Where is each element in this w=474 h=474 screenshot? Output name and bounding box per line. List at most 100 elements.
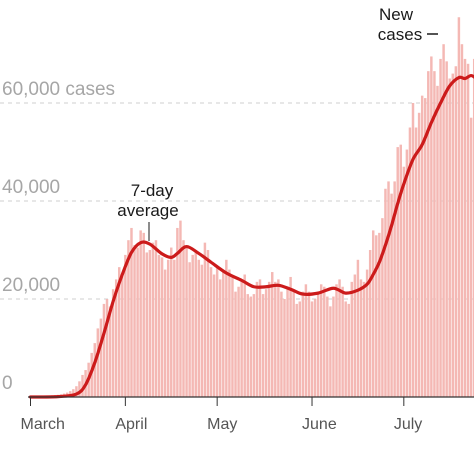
daily-case-bar xyxy=(114,279,118,397)
daily-case-bar xyxy=(136,247,139,397)
daily-case-bar xyxy=(151,242,155,397)
daily-case-bar xyxy=(313,299,317,397)
daily-case-bar xyxy=(185,247,188,397)
daily-case-bar xyxy=(411,103,415,397)
daily-case-bar xyxy=(427,71,430,398)
daily-case-bar xyxy=(283,299,286,397)
daily-case-bar xyxy=(228,269,231,397)
daily-case-bar xyxy=(191,254,194,397)
daily-case-bar xyxy=(378,232,381,397)
daily-case-bar xyxy=(139,230,142,397)
y-tick-label: 20,000 xyxy=(2,275,60,296)
daily-case-bar xyxy=(368,250,372,397)
daily-case-bar xyxy=(436,85,439,397)
daily-case-bar xyxy=(338,279,341,397)
bar-annotation-line1: New xyxy=(379,5,414,24)
daily-case-bar xyxy=(280,291,283,397)
daily-case-bar xyxy=(81,374,84,397)
daily-case-bar xyxy=(350,281,354,397)
daily-case-bar xyxy=(420,95,424,398)
daily-case-bar xyxy=(271,272,274,397)
daily-case-bar xyxy=(163,269,167,397)
x-tick-label: June xyxy=(302,416,337,433)
daily-case-bar xyxy=(454,66,458,397)
daily-case-bar xyxy=(93,343,96,397)
daily-case-bar xyxy=(215,267,219,397)
daily-case-bar xyxy=(310,301,314,397)
daily-case-bar xyxy=(240,279,243,397)
daily-case-bar xyxy=(319,284,323,397)
x-tick-label: May xyxy=(207,416,237,433)
daily-case-bar xyxy=(176,227,179,397)
daily-case-bar xyxy=(430,56,433,397)
daily-case-bar xyxy=(160,257,164,397)
daily-case-bar xyxy=(326,296,329,397)
daily-case-bar xyxy=(99,318,103,397)
daily-case-bar xyxy=(124,254,127,397)
avg-annotation-line2: average xyxy=(117,201,178,220)
daily-case-bar xyxy=(344,301,347,397)
daily-case-bar xyxy=(286,286,289,397)
daily-case-bar xyxy=(102,303,106,397)
daily-case-bar xyxy=(472,58,474,398)
daily-case-bar xyxy=(246,294,249,397)
bar-annotation: New cases xyxy=(378,5,438,44)
daily-case-bar xyxy=(353,274,357,397)
daily-case-bar xyxy=(261,294,265,397)
daily-case-bar xyxy=(289,276,292,397)
daily-case-bar xyxy=(295,303,298,397)
daily-case-bar xyxy=(365,269,369,397)
daily-case-bar xyxy=(329,306,332,397)
daily-case-bar xyxy=(209,267,213,397)
daily-case-bar xyxy=(145,252,149,397)
daily-case-bar xyxy=(304,284,308,397)
daily-case-bar xyxy=(264,289,268,397)
daily-case-bar xyxy=(359,279,363,397)
daily-case-bar xyxy=(243,274,246,397)
daily-case-bar xyxy=(231,276,234,397)
daily-case-bar xyxy=(133,245,136,397)
daily-case-bar xyxy=(179,220,182,397)
daily-case-bar xyxy=(252,294,256,397)
daily-case-bar xyxy=(408,127,412,397)
daily-case-bars xyxy=(29,17,474,398)
daily-case-bar xyxy=(469,117,473,397)
daily-case-bar xyxy=(255,281,259,397)
daily-case-bar xyxy=(96,328,100,397)
x-tick-label: March xyxy=(21,416,65,433)
daily-case-bar xyxy=(225,259,228,397)
daily-case-bar xyxy=(154,240,158,397)
daily-case-bar xyxy=(188,262,191,397)
daily-case-bar xyxy=(166,259,170,397)
daily-case-bar xyxy=(274,281,277,397)
daily-case-bar xyxy=(173,259,176,397)
daily-case-bar xyxy=(222,272,225,397)
daily-case-bar xyxy=(212,274,216,397)
daily-case-bar xyxy=(396,147,399,397)
daily-case-bar xyxy=(142,232,145,397)
daily-case-bar xyxy=(203,242,207,397)
daily-case-bar xyxy=(307,291,311,397)
daily-case-bar xyxy=(332,296,335,397)
daily-case-bar xyxy=(405,149,409,397)
daily-case-bar xyxy=(118,267,121,397)
daily-case-bar xyxy=(387,181,390,397)
daily-case-bar xyxy=(298,301,302,397)
daily-case-bar xyxy=(402,166,406,397)
daily-case-bar xyxy=(267,281,271,397)
bar-annotation-line2: cases xyxy=(378,25,422,44)
daily-case-bar xyxy=(384,188,387,397)
daily-case-bar xyxy=(75,386,78,397)
daily-case-bar xyxy=(381,218,384,397)
daily-case-bar xyxy=(448,78,451,397)
daily-case-bar xyxy=(258,279,262,397)
avg-annotation: 7-day average xyxy=(117,181,179,241)
daily-case-bar xyxy=(442,44,445,397)
daily-case-bar xyxy=(460,44,464,397)
daily-case-bar xyxy=(108,306,112,397)
daily-case-bar xyxy=(105,299,109,397)
daily-case-bar xyxy=(121,274,124,397)
daily-case-bar xyxy=(277,279,280,397)
daily-case-bar xyxy=(194,252,197,397)
